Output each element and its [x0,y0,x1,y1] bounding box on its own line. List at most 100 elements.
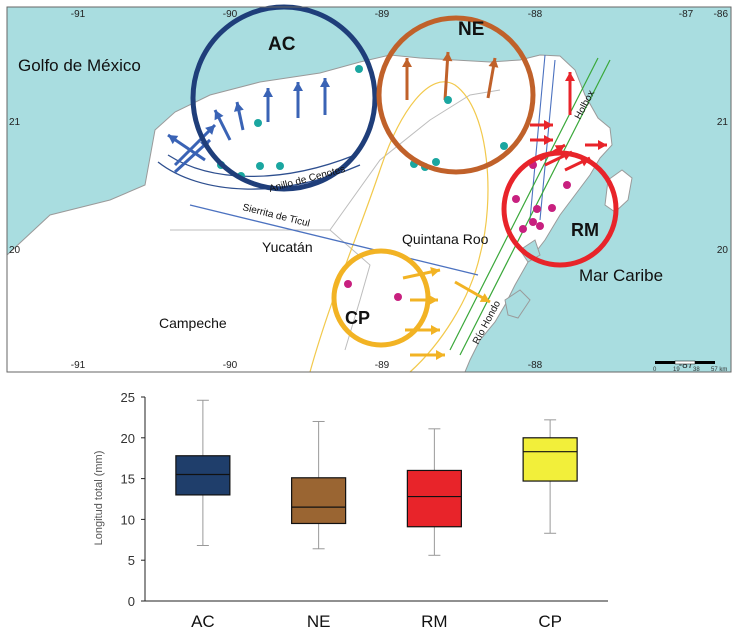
lon-tick-label: -91 [71,360,86,371]
flow-arrow-head [565,72,575,81]
flow-arrow-head [293,82,303,91]
x-tick-label: AC [191,612,215,631]
lon-tick-label: -90 [223,360,238,371]
x-tick-label: NE [307,612,331,631]
sample-point-teal [444,96,452,104]
map-coast-inlet [504,289,531,319]
flow-arrow-head [214,110,224,121]
flow-arrow-head [544,135,553,145]
lat-tick-label: 20 [9,245,21,256]
lon-tick-label: -89 [375,9,390,20]
sample-point-teal [254,119,262,127]
y-tick-label: 5 [128,553,135,568]
sample-point-magenta [519,225,527,233]
map-panel: AC NE RM CP Golfo de México Mar Caribe Y… [6,4,732,373]
lon-ticks-top: -91 -90 -89 -88 -87 -86 [71,9,729,20]
flow-arrow-head [430,267,440,277]
sample-point-teal [432,158,440,166]
flow-arrow-head [429,295,438,305]
lon-tick-label: -87 [679,9,694,20]
flow-arrow-head [544,120,553,130]
flow-arrow-head [598,140,607,150]
flow-arrow-head [233,102,244,112]
fault-line [529,54,546,221]
lon-tick-label: -88 [528,9,543,20]
y-tick-label: 15 [121,472,135,487]
x-tick-label: CP [538,612,562,631]
scale-bar: 0 19 38 57 km [653,360,727,373]
lat-tick-label: 21 [717,117,729,128]
boxplot-chart: Longitud total (mm) 0 5 10 15 20 25 AC NE RM CP [93,390,608,631]
flow-arrow-head [431,325,440,335]
y-axis-label: Longitud total (mm) [93,451,105,546]
box-ne [291,477,347,525]
label-yucatan: Yucatán [262,239,313,255]
sample-point-magenta [548,204,556,212]
label-campeche: Campeche [159,315,227,331]
boxes [175,399,578,556]
map-frame [6,6,732,373]
flow-arrow-head [168,135,179,145]
sample-point-teal [256,162,264,170]
region-circle-rm [501,150,619,268]
sample-point-magenta [563,181,571,189]
y-tick-label: 25 [121,390,135,405]
region-label-ne: NE [458,19,484,40]
region-label-ac: AC [268,34,296,55]
region-circle-cp [331,248,431,348]
scale-label: 57 km [711,367,727,373]
flow-arrow-head [263,88,273,97]
scale-label: 0 [653,367,657,373]
sample-point-teal [355,65,363,73]
lat-tick-label: 20 [717,245,729,256]
lon-tick-label: -86 [714,9,729,20]
box-rm [406,469,462,528]
y-tick-label: 20 [121,431,135,446]
label-mar: Mar Caribe [579,266,663,285]
y-tick-label: 10 [121,512,135,527]
box-cp [522,437,578,482]
x-axis-labels: AC NE RM CP [191,612,562,631]
lon-ticks-bottom: -91 -90 -89 -88 -87 [71,360,694,371]
box-ac [175,455,231,496]
lon-tick-label: -87 [679,360,694,371]
sample-point-magenta [536,222,544,230]
region-circle-ne [376,15,536,175]
region-label-cp: CP [345,308,370,328]
sample-point-teal [500,142,508,150]
state-boundary [329,89,501,231]
lon-tick-label: -88 [528,360,543,371]
flow-arrow-shaft [173,123,217,167]
y-tick-label: 0 [128,594,135,609]
rio-hondo-line [449,57,599,351]
flow-arrow-head [442,52,453,62]
aquifer-line [379,81,489,373]
lat-ticks-right: 21 20 [717,117,729,256]
map-island-cozumel [604,169,633,213]
state-boundary [170,229,371,351]
flow-arrow-head [488,58,499,68]
label-quintana: Quintana Roo [402,231,489,247]
flow-arrow-head [436,350,445,360]
scale-label: 19 [673,367,680,373]
region-label-rm: RM [571,220,599,240]
lat-ticks-left: 21 20 [9,117,21,256]
flow-arrow-head [402,58,412,67]
lon-tick-label: -90 [223,9,238,20]
map-land [6,54,613,373]
lon-tick-label: -91 [71,9,86,20]
flow-arrow-head [479,293,490,302]
sample-point-magenta [394,293,402,301]
lon-tick-label: -89 [375,360,390,371]
scale-label: 38 [693,367,700,373]
flow-arrow-head [205,125,215,135]
flow-arrow-head [554,145,565,154]
lat-tick-label: 21 [9,117,21,128]
flow-arrows [167,51,607,360]
sample-point-magenta [533,205,541,213]
sample-point-magenta [344,280,352,288]
flow-arrow-head [320,78,330,87]
sample-point-magenta [512,195,520,203]
sample-point-magenta [529,218,537,226]
